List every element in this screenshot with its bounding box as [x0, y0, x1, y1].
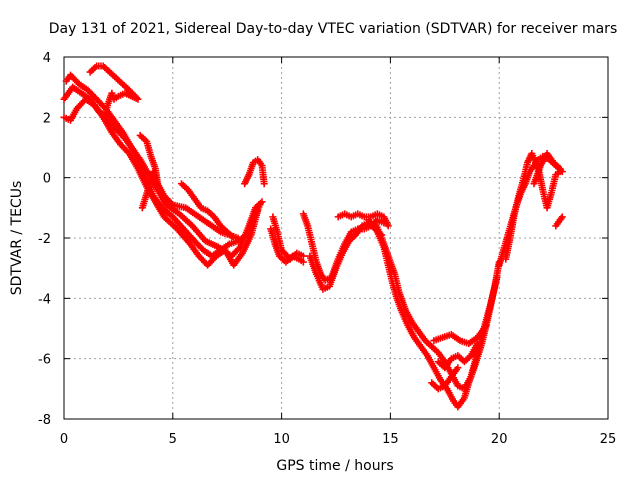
data-point-marker [167, 199, 175, 207]
y-tick-label: -4 [38, 292, 51, 307]
y-tick-label: 0 [43, 172, 51, 187]
data-point-marker [558, 213, 566, 221]
y-tick-label: 2 [43, 111, 51, 126]
y-tick-label: -2 [38, 232, 51, 247]
data-point-marker [235, 245, 243, 253]
data-point-marker [493, 273, 501, 281]
data-point-marker [101, 110, 109, 118]
x-tick-label: 10 [273, 432, 290, 447]
y-axis-label: SDTVAR / TECUs [9, 181, 25, 296]
x-tick-label: 0 [60, 432, 68, 447]
data-point-marker [258, 198, 266, 206]
grid-lines [64, 57, 608, 419]
x-tick-label: 15 [382, 432, 399, 447]
y-tick-label: -6 [38, 353, 51, 368]
y-tick-label: -8 [38, 413, 51, 428]
data-point-marker [299, 252, 307, 260]
data-point-marker [473, 340, 481, 348]
data-point-marker [556, 165, 564, 173]
x-tick-labels: 0 5 10 15 20 25 [60, 432, 616, 447]
data-points [60, 62, 566, 411]
data-point-marker [299, 258, 307, 266]
data-point-marker [384, 222, 392, 230]
y-tick-label: 4 [43, 51, 51, 66]
x-tick-label: 20 [491, 432, 508, 447]
x-axis-label: GPS time / hours [276, 458, 393, 474]
data-point-marker [156, 186, 164, 194]
data-point-marker [230, 234, 238, 242]
x-tick-label: 25 [600, 432, 617, 447]
data-point-marker [454, 364, 462, 372]
data-point-marker [557, 214, 565, 222]
data-point-marker [260, 180, 268, 188]
chart-title: Day 131 of 2021, Sidereal Day-to-day VTE… [49, 21, 617, 37]
data-point-marker [482, 321, 490, 329]
y-tick-labels: 4 2 0 -2 -4 -6 -8 [38, 51, 51, 428]
x-tick-label: 5 [169, 432, 177, 447]
